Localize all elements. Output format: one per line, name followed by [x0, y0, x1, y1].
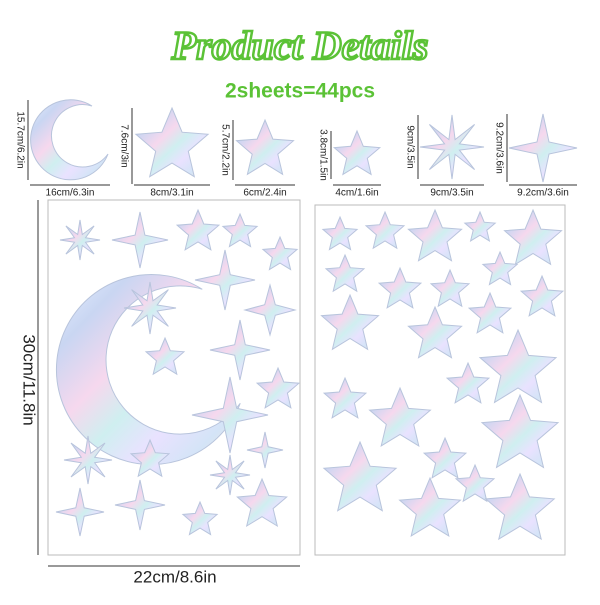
sticker-star [59, 219, 101, 261]
sticker-star [322, 440, 398, 512]
sticker-star [111, 211, 169, 269]
sticker-star [129, 438, 171, 478]
item-height: 9cm/3.5in [404, 125, 415, 168]
sticker-moon [30, 99, 109, 181]
sticker-star [181, 500, 219, 536]
sticker-star [255, 366, 301, 409]
sticker-star [191, 376, 269, 454]
sticker-star [324, 253, 366, 293]
sticker-star [407, 305, 463, 359]
item-width: 6cm/2.4in [243, 188, 286, 199]
sticker-star [321, 215, 359, 251]
sticker-star [508, 113, 578, 183]
item-width: 9cm/3.5in [430, 188, 473, 199]
sticker-star [445, 361, 491, 404]
sticker-star [144, 336, 186, 376]
sticker-star [209, 319, 271, 381]
sticker-star [235, 118, 295, 176]
sheet-height: 30cm/11.8in [20, 334, 39, 425]
sticker-star [422, 436, 468, 479]
sticker-star [368, 386, 432, 447]
item-width: 4cm/1.6in [335, 188, 378, 199]
sticker-star [194, 249, 256, 311]
sticker-star [322, 376, 368, 419]
sticker-star [484, 472, 556, 541]
item-height: 7.6cm/3in [118, 124, 129, 167]
sticker-star [332, 129, 382, 176]
sticker-star [261, 235, 299, 271]
sticker-star [123, 281, 177, 335]
sticker-star [454, 463, 496, 503]
sticker-star [246, 431, 284, 469]
sticker-moon [55, 274, 241, 465]
item-height: 3.8cm/1.5in [317, 129, 328, 181]
sticker-star [377, 266, 423, 309]
sticker-star [463, 210, 497, 242]
stickers [30, 99, 578, 541]
sticker-star [221, 212, 259, 248]
title: Product Details [171, 23, 429, 68]
sticker-star [209, 454, 251, 496]
item-height: 15.7cm/6.2in [14, 111, 25, 168]
item-width: 9.2cm/3.6in [517, 188, 569, 199]
sticker-star [175, 208, 221, 251]
sticker-star [364, 210, 406, 250]
sticker-star [429, 268, 471, 308]
sticker-star [114, 479, 166, 531]
sticker-star [236, 477, 288, 528]
sticker-star [478, 328, 558, 404]
sticker-star [320, 293, 380, 351]
sticker-star [63, 435, 113, 485]
sticker-star [480, 393, 560, 469]
sticker-star [407, 208, 463, 262]
sticker-star [134, 106, 210, 178]
sticker-star [519, 274, 565, 317]
item-height: 5.7cm/2.2in [219, 124, 230, 176]
sticker-star [398, 476, 462, 537]
sticker-star [503, 208, 563, 266]
sticker-star [419, 114, 485, 180]
sheet-width: 22cm/8.6in [133, 567, 216, 586]
sticker-star [467, 291, 513, 334]
item-height: 9.2cm/3.6in [493, 122, 504, 174]
subtitle: 2sheets=44pcs [225, 80, 375, 103]
sticker-star [55, 487, 105, 537]
item-width: 16cm/6.3in [46, 188, 95, 199]
sticker-star [243, 283, 297, 337]
sticker-star [481, 250, 519, 286]
item-width: 8cm/3.1in [150, 188, 193, 199]
